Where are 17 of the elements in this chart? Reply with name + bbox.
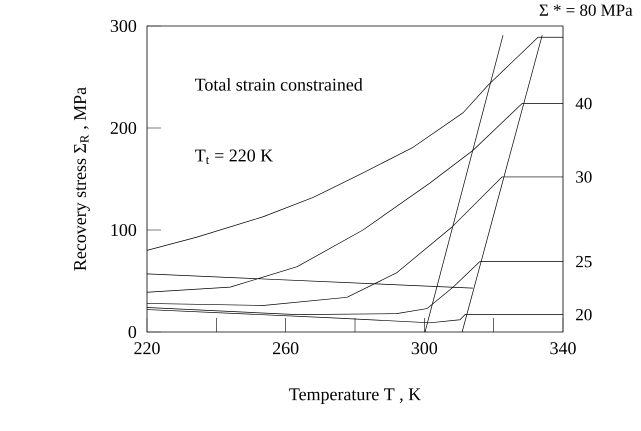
series-label: 25 [576,256,592,268]
y-tick-label: 300 [110,20,136,32]
x-tick-label: 340 [550,342,576,354]
y-tick-label: 0 [128,326,136,338]
series-label: 40 [576,98,592,110]
x-tick-label: 260 [273,342,298,354]
x-axis-title: Temperature T , K [289,388,421,404]
x-tick-label: 220 [134,342,160,354]
y-axis-title: Recovery stress Σ$_{R}$ , MPa [74,87,90,271]
y-tick-label: 200 [110,122,136,134]
x-tick-label: 300 [412,342,438,354]
y-tick-label: 100 [112,224,136,236]
annotation: T$_{t}$ = 220 K [195,149,273,164]
annotation: Total strain constrained [195,78,363,91]
legend-label: 20 [576,308,592,320]
series-label: Σ * = 80 MPa [540,4,632,16]
series-label: 30 [576,171,592,183]
